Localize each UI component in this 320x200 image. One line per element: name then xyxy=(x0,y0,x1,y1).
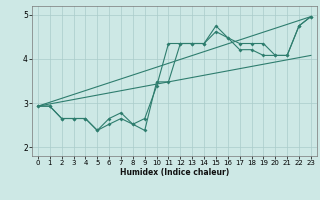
X-axis label: Humidex (Indice chaleur): Humidex (Indice chaleur) xyxy=(120,168,229,177)
